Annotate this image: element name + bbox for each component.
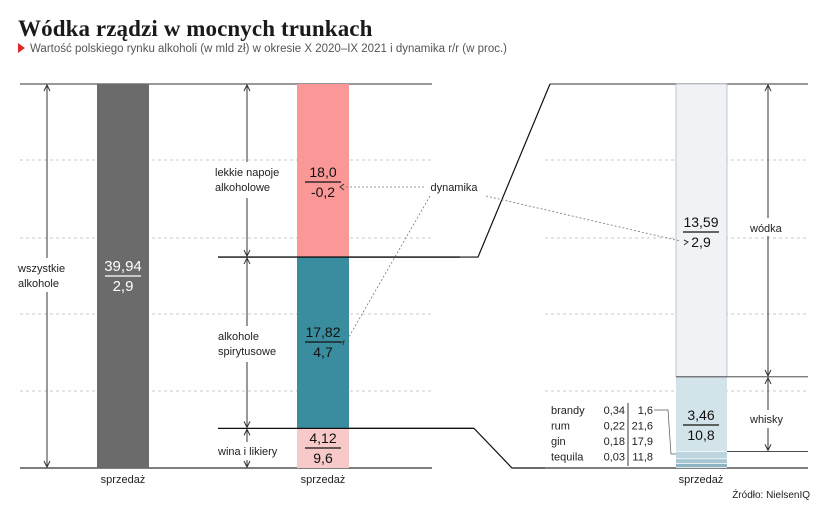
spirits-dynamics: 4,7 — [313, 344, 333, 360]
light-label-bg — [212, 162, 290, 198]
total-dynamics: 2,9 — [113, 278, 134, 295]
arrow-vodka-icon — [683, 239, 689, 246]
bar-segment-2 — [297, 84, 349, 258]
whisky-label-bg — [746, 410, 792, 428]
total-value: 39,94 — [104, 258, 142, 275]
spirits-bar-segment-5 — [675, 83, 728, 378]
vodka-dynamics: 2,9 — [691, 234, 711, 250]
wine-value: 4,12 — [309, 430, 336, 446]
value-small-2: 0,18 — [604, 436, 625, 448]
label-small-0: brandy — [551, 405, 585, 417]
arrow-head-icon — [43, 460, 51, 469]
arrow-head-icon — [243, 256, 251, 265]
zoom-connector-top — [349, 83, 551, 258]
whisky-value: 3,46 — [687, 407, 714, 423]
label-spirits-line2: spirytusowe — [218, 346, 276, 358]
label-dynamics: dynamika — [430, 182, 478, 194]
label-light-line2: alkoholowe — [215, 182, 270, 194]
arrow-light-icon — [339, 183, 345, 191]
total-label-bg — [14, 258, 74, 292]
xlabel-bar-2: sprzedaż — [301, 474, 346, 486]
xlabel-bar-3: sprzedaż — [679, 474, 724, 486]
chart-subtitle: Wartość polskiego rynku alkoholi (w mld … — [18, 43, 507, 55]
label-vodka: wódka — [749, 223, 783, 235]
label-total-line1: wszystkie — [17, 263, 65, 275]
spirits-bar-segment-1 — [676, 463, 727, 468]
arrow-spirits-icon — [339, 340, 345, 346]
label-light-line1: lekkie napoje — [215, 167, 279, 179]
vodka-label-bg — [746, 218, 790, 236]
light-dynamics: -0,2 — [311, 184, 335, 200]
whisky-dynamics: 10,8 — [687, 427, 714, 443]
spirits-bar-segment-4 — [676, 376, 727, 452]
light-value: 18,0 — [309, 164, 336, 180]
arrow-head-icon — [764, 369, 772, 377]
wine-dynamics: 9,6 — [313, 450, 333, 466]
label-spirits-line1: alkohole — [218, 331, 259, 343]
xlabel-bar-1: sprzedaż — [101, 474, 146, 486]
label-small-3: tequila — [551, 452, 584, 464]
label-total-line2: alkohole — [18, 278, 59, 290]
spirits-bar-segment-2 — [676, 458, 727, 464]
dynamics-small-2: 17,9 — [632, 436, 653, 448]
arrow-head-icon — [764, 83, 772, 92]
arrow-head-icon — [243, 83, 251, 92]
dynamics-small-3: 11,8 — [632, 452, 653, 464]
label-whisky: whisky — [749, 414, 784, 426]
arrow-head-icon — [243, 249, 251, 258]
arrow-head-icon — [764, 376, 772, 385]
spirits-value: 17,82 — [305, 324, 340, 340]
wine-label-bg — [214, 442, 290, 460]
source-note: Źródło: NielsenIQ — [732, 488, 810, 501]
value-small-1: 0,22 — [604, 421, 625, 433]
dynamics-small-1: 21,6 — [632, 421, 653, 433]
small-table-leader — [654, 409, 676, 455]
value-small-0: 0,34 — [604, 405, 625, 417]
subtitle-text: Wartość polskiego rynku alkoholi (w mld … — [30, 43, 508, 55]
arrow-head-icon — [243, 460, 251, 469]
spirits-label-bg — [212, 326, 290, 362]
zoom-connector-bottom — [349, 427, 545, 469]
label-small-1: rum — [551, 421, 570, 433]
chart-title: Wódka rządzi w mocnych trunkach — [18, 16, 373, 41]
dynamics-leader-spirits — [345, 195, 431, 343]
dynamics-small-0: 1,6 — [638, 405, 653, 417]
label-wine: wina i likiery — [217, 446, 278, 458]
vodka-value: 13,59 — [683, 214, 718, 230]
arrow-head-icon — [764, 444, 772, 452]
arrow-head-icon — [243, 421, 251, 429]
spirits-bar-segment-3 — [676, 451, 727, 459]
arrow-head-icon — [243, 428, 251, 436]
value-small-3: 0,03 — [604, 452, 625, 464]
arrow-head-icon — [43, 83, 51, 92]
label-small-2: gin — [551, 436, 566, 448]
dynamics-leader-vodka — [485, 195, 681, 242]
triangle-bullet-icon — [18, 43, 25, 53]
